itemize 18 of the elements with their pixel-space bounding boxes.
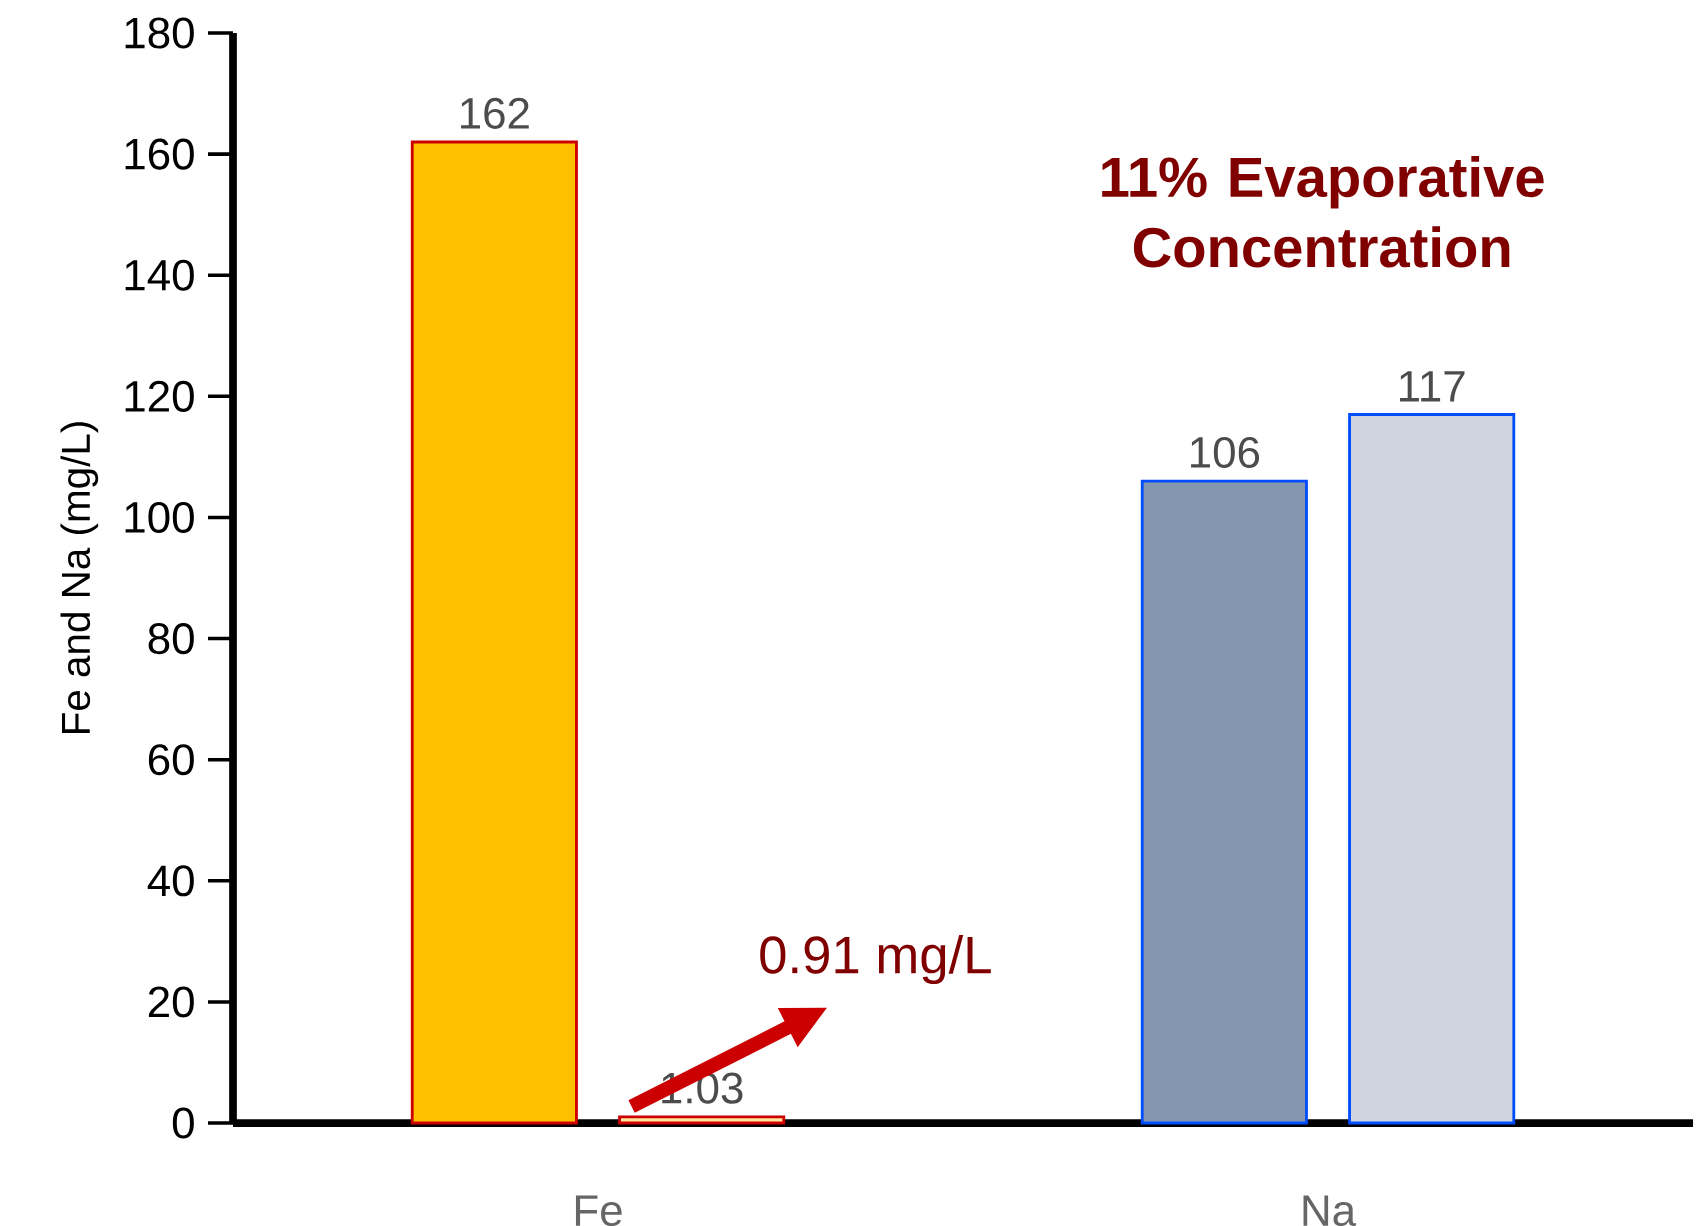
y-tick-label: 160 (125, 138, 194, 170)
y-tick-label: 80 (148, 623, 194, 655)
y-axis-title: Fe and Na (mg/L) (60, 422, 99, 734)
x-tick-label: Fe (575, 1195, 622, 1226)
y-tick-label: 180 (125, 17, 194, 49)
y-tick-label: 140 (125, 259, 194, 291)
annotation: 0.91 mg/L (760, 934, 991, 985)
y-tick-label: 40 (147, 865, 194, 897)
data-label: 106 (1191, 436, 1260, 469)
y-tick-label: 20 (148, 986, 194, 1018)
y-tick-label: 60 (148, 744, 194, 776)
y-tick-label: 100 (125, 501, 194, 534)
annotation: 11% Evaporative Concentration (1102, 155, 1544, 268)
x-tick-label: Na (1303, 1195, 1357, 1226)
data-label: 117 (1400, 371, 1465, 402)
y-tick-label: 0 (172, 1107, 194, 1139)
y-tick-label: 120 (125, 380, 194, 412)
data-label: 162 (461, 97, 529, 129)
